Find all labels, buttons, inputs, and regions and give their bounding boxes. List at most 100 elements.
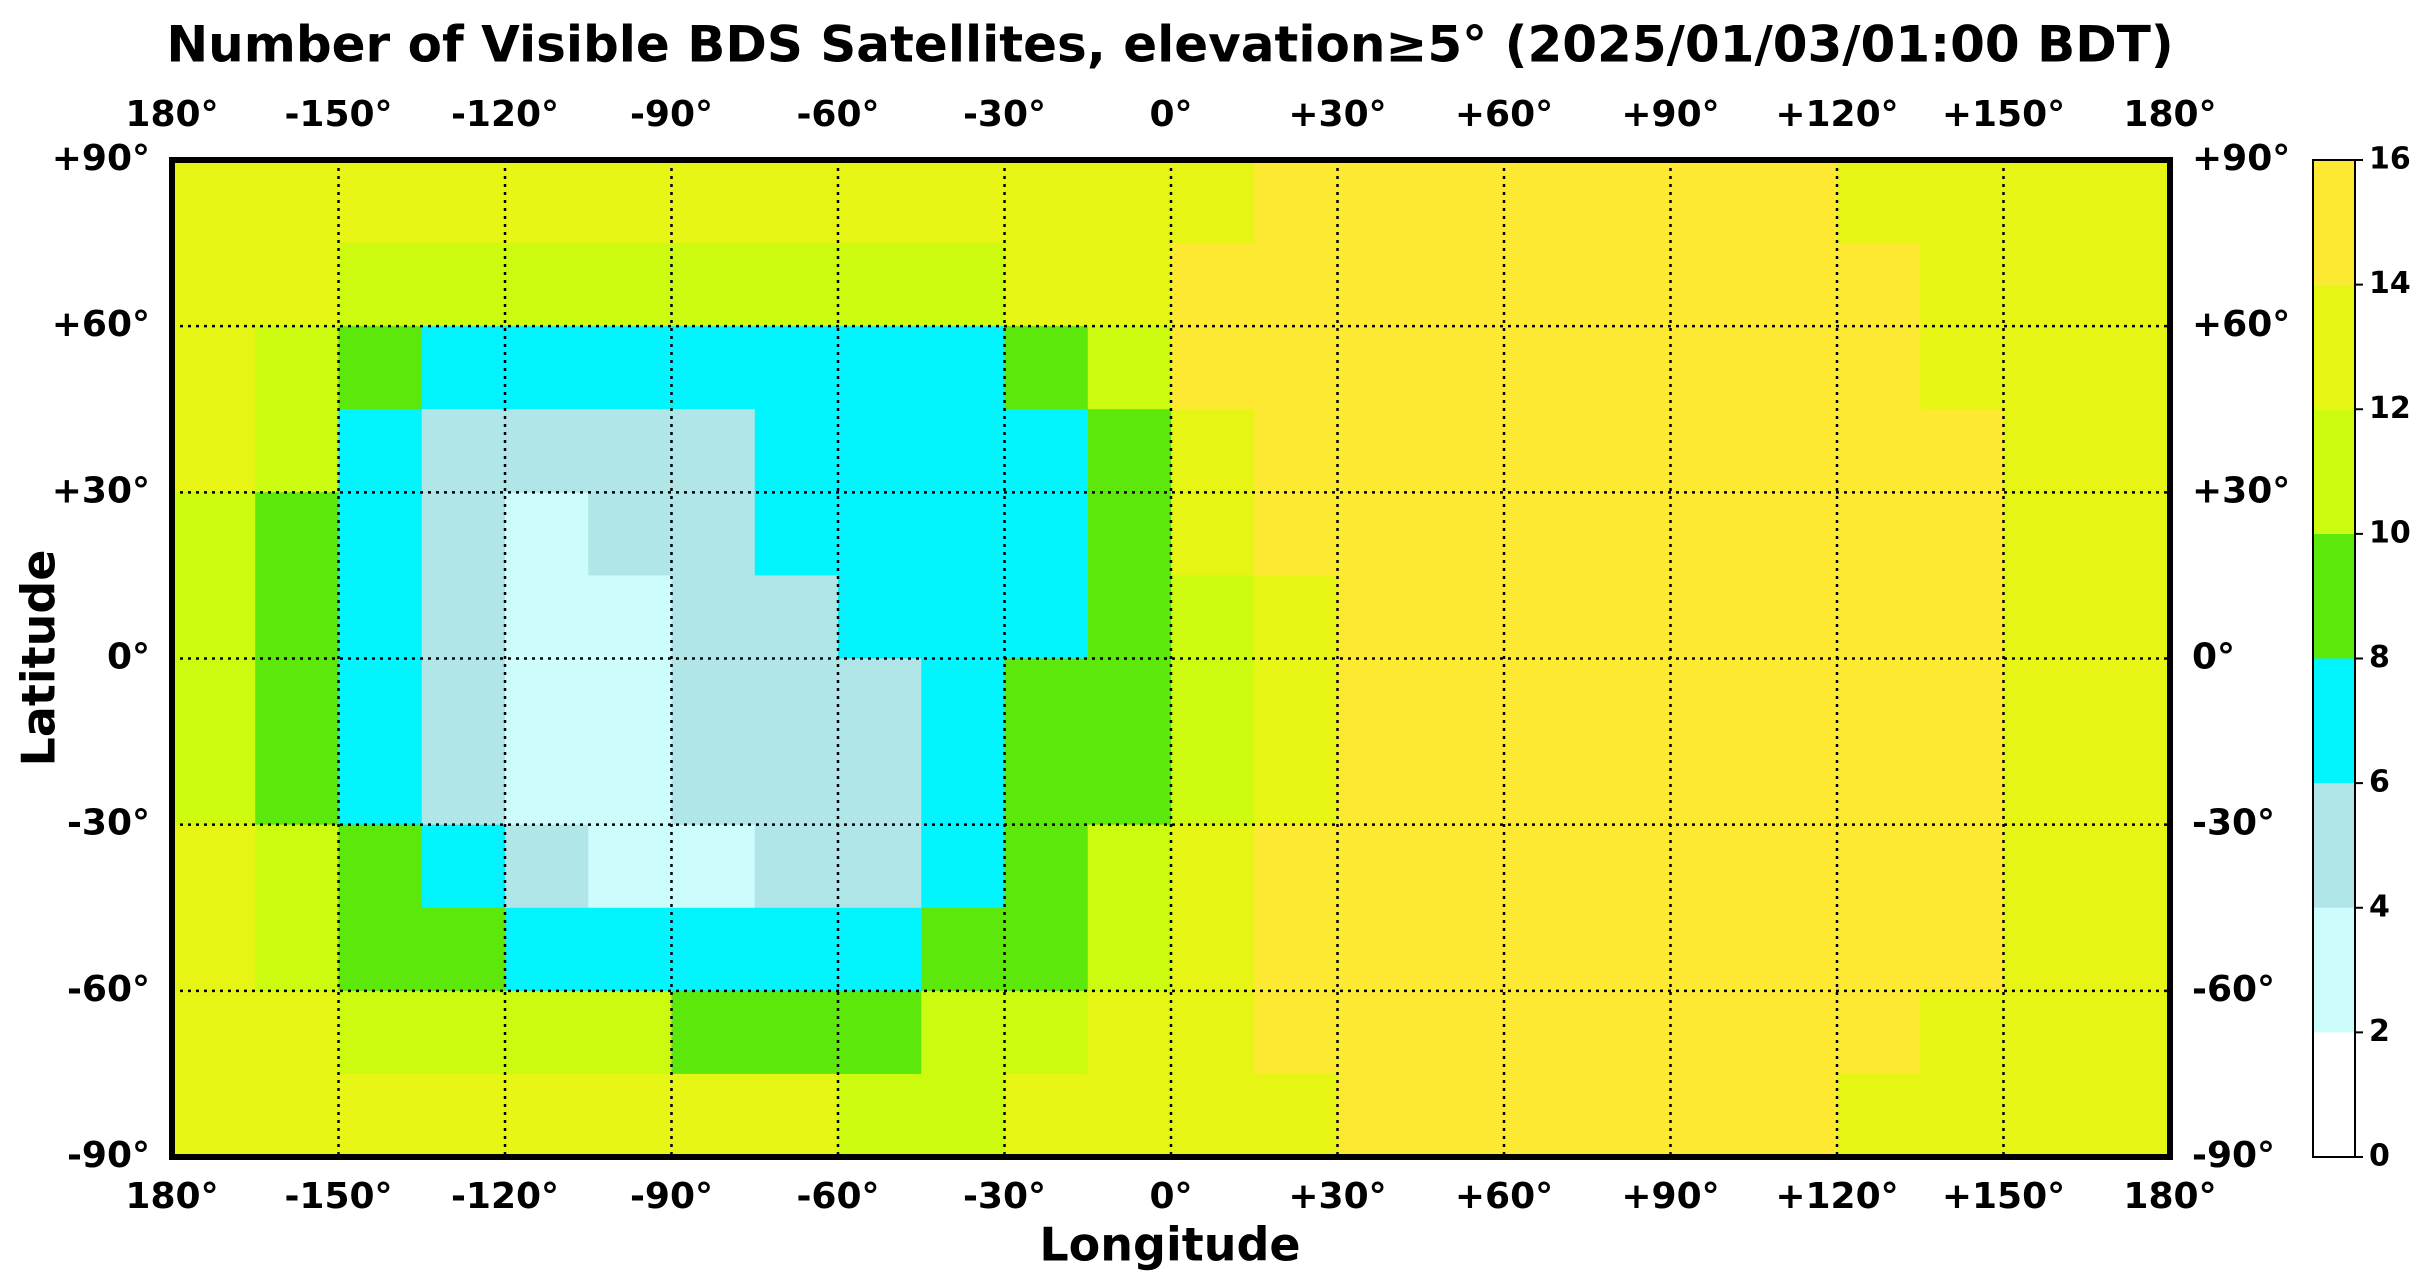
heat-cell <box>1837 160 1921 244</box>
heat-cell <box>1504 990 1588 1075</box>
heat-cell <box>1087 243 1172 327</box>
heat-cell <box>1254 243 1338 327</box>
heat-cell <box>1171 492 1255 576</box>
heat-cell <box>754 907 839 992</box>
heat-cell <box>1504 658 1588 743</box>
heat-cell <box>1837 326 1921 410</box>
heat-cell <box>1920 326 2004 410</box>
heat-cell <box>421 1073 506 1158</box>
heat-cell <box>2003 907 2088 992</box>
heat-cell <box>421 409 506 493</box>
heat-cell <box>2003 824 2088 909</box>
colorbar-swatch <box>2313 284 2355 410</box>
heat-cell <box>671 990 756 1075</box>
heat-cell <box>1004 575 1089 659</box>
heat-cell <box>172 741 256 826</box>
heat-cell <box>1337 658 1422 743</box>
heat-cell <box>671 243 756 327</box>
heat-cell <box>1087 326 1172 410</box>
x-axis-label: Longitude <box>1039 1218 1300 1272</box>
x-tick-label: 0° <box>1149 1176 1192 1217</box>
heat-cell <box>1254 326 1338 410</box>
colorbar-tick-label: 10 <box>2369 515 2411 550</box>
heat-cell <box>1337 990 1422 1075</box>
heat-cell <box>338 575 423 659</box>
heat-cell <box>1254 990 1338 1075</box>
heat-cell <box>505 409 589 493</box>
heat-cell <box>1587 1073 1671 1158</box>
heat-cell <box>1087 1073 1172 1158</box>
heat-cell <box>1753 409 1838 493</box>
chart-title: Number of Visible BDS Satellites, elevat… <box>166 16 2173 74</box>
heat-cell <box>1837 824 1921 909</box>
heat-cell <box>588 907 672 992</box>
heat-cell <box>1753 990 1838 1075</box>
heat-cell <box>1753 824 1838 909</box>
colorbar-swatch <box>2313 907 2355 1033</box>
heat-cell <box>421 243 506 327</box>
heat-cell <box>1670 243 1755 327</box>
colorbar-swatch <box>2313 409 2355 534</box>
heat-cell <box>754 492 839 576</box>
heat-cell <box>2086 990 2171 1075</box>
heat-cell <box>1837 658 1921 743</box>
x-tick-label-top: -90° <box>630 94 713 135</box>
heat-cell <box>1920 1073 2004 1158</box>
x-tick-label-top: -30° <box>963 94 1046 135</box>
heat-cell <box>1920 990 2004 1075</box>
heat-cell <box>838 575 922 659</box>
heat-cell <box>1753 160 1838 244</box>
heat-cell <box>1337 492 1422 576</box>
heat-cell <box>1587 741 1671 826</box>
heat-cell <box>1587 575 1671 659</box>
heat-cell <box>255 326 339 410</box>
colorbar-tick-label: 8 <box>2369 640 2390 675</box>
heat-cell <box>2086 824 2171 909</box>
heat-cell <box>1753 575 1838 659</box>
x-tick-label-top: +60° <box>1455 94 1553 135</box>
heat-cell <box>2003 492 2088 576</box>
heat-cell <box>338 658 423 743</box>
heat-cell <box>921 326 1005 410</box>
heat-cell <box>172 907 256 992</box>
heat-cell <box>1670 160 1755 244</box>
heat-cell <box>1587 658 1671 743</box>
heat-cell <box>1004 658 1089 743</box>
heat-cell <box>505 741 589 826</box>
heat-cell <box>1670 409 1755 493</box>
heat-cell <box>255 492 339 576</box>
x-tick-label: +60° <box>1455 1176 1553 1217</box>
heat-cell <box>338 990 423 1075</box>
heat-cell <box>2086 575 2171 659</box>
colorbar-swatch <box>2313 783 2355 908</box>
heat-cell <box>1420 575 1505 659</box>
heat-cell <box>1920 160 2004 244</box>
x-tick-label-top: +120° <box>1775 94 1898 135</box>
heat-cell <box>838 243 922 327</box>
heat-cell <box>1504 575 1588 659</box>
heat-cell <box>1337 741 1422 826</box>
heat-cell <box>1504 160 1588 244</box>
heat-cell <box>505 658 589 743</box>
heat-cell <box>1337 243 1422 327</box>
y-tick-label-right: 0° <box>2192 637 2235 678</box>
heat-cell <box>1504 326 1588 410</box>
heat-cell <box>1670 824 1755 909</box>
heat-cell <box>671 1073 756 1158</box>
heat-cell <box>1837 741 1921 826</box>
heat-cell <box>2003 243 2088 327</box>
heat-cell <box>1337 575 1422 659</box>
heat-cell <box>2086 658 2171 743</box>
colorbar-tick-label: 14 <box>2369 266 2411 301</box>
heat-cell <box>421 492 506 576</box>
y-tick-label: +90° <box>52 138 150 179</box>
heat-cell <box>1254 658 1338 743</box>
heat-cell <box>421 326 506 410</box>
y-tick-label-right: -90° <box>2192 1135 2275 1176</box>
heat-cell <box>1420 492 1505 576</box>
heat-cell <box>671 824 756 909</box>
heat-cell <box>671 492 756 576</box>
heat-cell <box>588 492 672 576</box>
heat-cell <box>1670 1073 1755 1158</box>
